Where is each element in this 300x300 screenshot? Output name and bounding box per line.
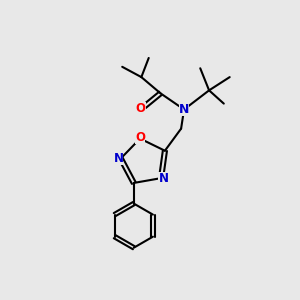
- Text: N: N: [158, 172, 168, 184]
- Text: N: N: [179, 103, 189, 116]
- Text: O: O: [136, 101, 146, 115]
- Text: N: N: [113, 152, 123, 165]
- Text: O: O: [135, 130, 145, 144]
